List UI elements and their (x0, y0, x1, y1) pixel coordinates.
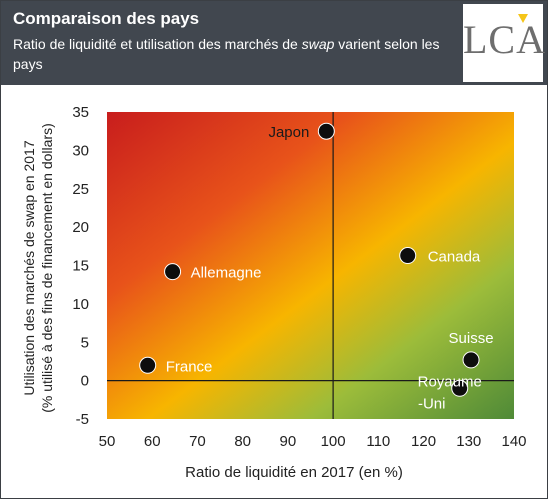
x-tick-label: 60 (144, 433, 161, 450)
point-allemagne (164, 263, 182, 281)
y-tick-label: 10 (72, 296, 89, 313)
point-label: Suisse (449, 330, 494, 347)
x-tick-label: 110 (366, 433, 390, 450)
y-tick-label: 30 (72, 142, 89, 159)
header: Comparaison des pays Ratio de liquidité … (1, 1, 547, 85)
logo-text: LCA (463, 17, 546, 62)
point-label-line-1: Royaume (418, 373, 482, 390)
y-tick-label: 0 (81, 373, 89, 390)
y-tick-label: -5 (76, 411, 89, 428)
point-canada (399, 247, 417, 265)
x-tick-label: 70 (189, 433, 206, 450)
y-axis-label-line-2: (% utilisé à des fins de financement en … (39, 123, 55, 412)
point-suisse (462, 351, 480, 369)
x-tick-label: 90 (280, 433, 297, 450)
logo-accent-icon (518, 14, 528, 23)
chart-title: Comparaison des pays (13, 9, 200, 28)
point-royaume-uni (451, 379, 469, 397)
point-label-line-2: -Uni (418, 395, 446, 412)
subtitle-emphasis: swap (301, 36, 335, 52)
point-japon (317, 122, 335, 140)
x-axis-label: Ratio de liquidité en 2017 (en %) (185, 464, 403, 481)
point-label: Canada (428, 249, 481, 266)
lca-logo: LCA (463, 4, 546, 82)
x-tick-label: 50 (99, 433, 116, 450)
x-tick-label: 130 (456, 433, 481, 450)
y-tick-label: 35 (72, 104, 89, 121)
y-tick-label: 15 (72, 258, 89, 275)
subtitle-part-2: varient selon les pays (13, 36, 440, 72)
y-tick-label: 5 (81, 334, 89, 351)
point-france (139, 356, 157, 374)
y-axis-label-line-1: Utilisation des marchés de swap en 2017 (21, 140, 37, 395)
chart-subtitle: Ratio de liquidité et utilisation des ma… (13, 34, 443, 74)
scatter-chart: 50 60 70 80 90 100 110 120 130 140 -5 0 5 10 15 20 25 30 3… (21, 104, 527, 481)
y-tick-label: 25 (72, 181, 89, 198)
y-tick-label: 20 (72, 219, 89, 236)
x-tick-label: 120 (411, 433, 436, 450)
x-tick-label: 80 (234, 433, 251, 450)
point-label: Allemagne (191, 265, 262, 282)
subtitle-part-1: Ratio de liquidité et utilisation des ma… (13, 36, 302, 52)
point-label: France (166, 358, 213, 375)
point-label: Japon (268, 124, 309, 141)
x-tick-label: 100 (321, 433, 346, 450)
x-tick-label: 140 (501, 433, 526, 450)
